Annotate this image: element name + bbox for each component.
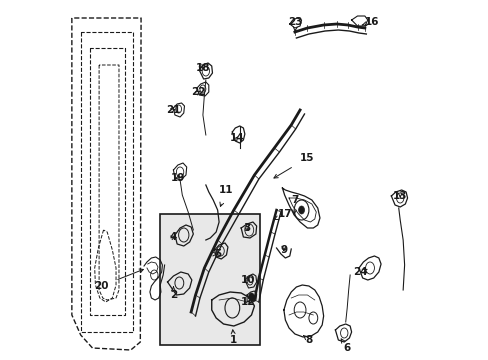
Text: 8: 8 <box>303 335 312 345</box>
Bar <box>160 214 259 345</box>
Ellipse shape <box>248 293 254 301</box>
Text: 5: 5 <box>212 249 221 259</box>
Text: 1: 1 <box>230 330 237 345</box>
Text: 14: 14 <box>229 133 244 143</box>
Text: 4: 4 <box>169 232 177 242</box>
Text: 13: 13 <box>392 191 407 201</box>
Text: 10: 10 <box>241 275 255 285</box>
Text: 11: 11 <box>219 185 233 206</box>
Text: 7: 7 <box>291 195 298 215</box>
Text: 9: 9 <box>280 245 287 255</box>
Text: 24: 24 <box>352 267 367 277</box>
Text: 19: 19 <box>170 173 184 183</box>
Text: 15: 15 <box>273 153 314 178</box>
Text: 22: 22 <box>191 87 205 97</box>
Ellipse shape <box>298 206 304 214</box>
Text: 18: 18 <box>195 63 210 73</box>
Text: 6: 6 <box>341 339 350 353</box>
Text: 12: 12 <box>241 297 255 307</box>
Text: 16: 16 <box>362 17 379 27</box>
Text: 21: 21 <box>166 105 181 115</box>
Text: 2: 2 <box>169 287 177 300</box>
Text: 20: 20 <box>94 269 143 291</box>
Text: 3: 3 <box>243 223 250 233</box>
Text: 23: 23 <box>288 17 302 31</box>
Text: 17: 17 <box>274 209 292 220</box>
